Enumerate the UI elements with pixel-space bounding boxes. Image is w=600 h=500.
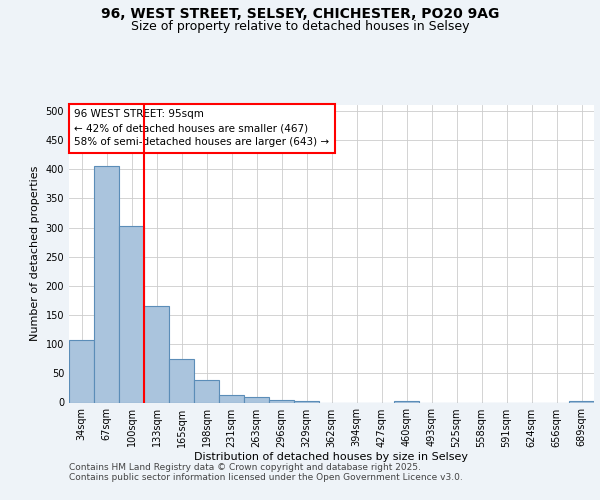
X-axis label: Distribution of detached houses by size in Selsey: Distribution of detached houses by size … xyxy=(194,452,469,462)
Y-axis label: Number of detached properties: Number of detached properties xyxy=(30,166,40,342)
Text: Size of property relative to detached houses in Selsey: Size of property relative to detached ho… xyxy=(131,20,469,33)
Bar xyxy=(244,396,269,402)
Text: 96 WEST STREET: 95sqm
← 42% of detached houses are smaller (467)
58% of semi-det: 96 WEST STREET: 95sqm ← 42% of detached … xyxy=(74,110,329,148)
Bar xyxy=(144,306,169,402)
Text: 96, WEST STREET, SELSEY, CHICHESTER, PO20 9AG: 96, WEST STREET, SELSEY, CHICHESTER, PO2… xyxy=(101,8,499,22)
Bar xyxy=(194,380,219,402)
Bar xyxy=(569,401,594,402)
Text: Contains public sector information licensed under the Open Government Licence v3: Contains public sector information licen… xyxy=(69,472,463,482)
Bar xyxy=(119,226,144,402)
Bar xyxy=(394,401,419,402)
Bar xyxy=(69,340,94,402)
Text: Contains HM Land Registry data © Crown copyright and database right 2025.: Contains HM Land Registry data © Crown c… xyxy=(69,462,421,471)
Bar xyxy=(219,395,244,402)
Bar xyxy=(269,400,294,402)
Bar xyxy=(169,359,194,403)
Bar xyxy=(294,401,319,402)
Bar xyxy=(94,166,119,402)
